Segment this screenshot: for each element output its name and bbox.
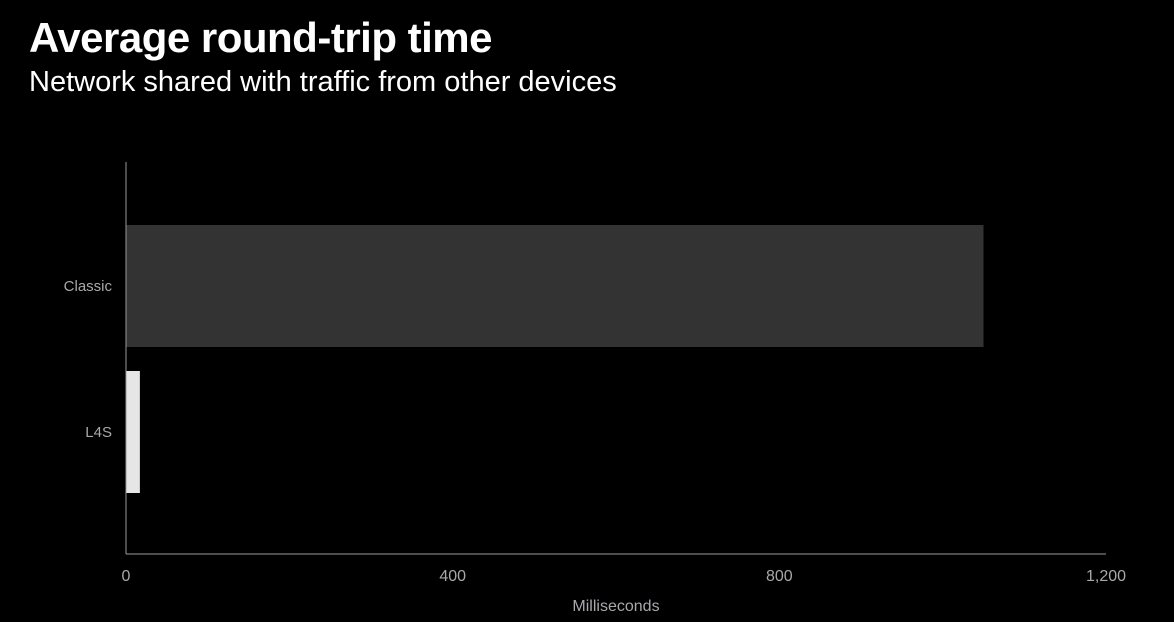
x-tick-label: 0 — [122, 568, 131, 585]
bar-l4s — [126, 371, 140, 493]
bar-classic — [126, 225, 984, 347]
chart-title: Average round-trip time — [29, 14, 493, 61]
x-tick-label: 800 — [766, 568, 793, 585]
x-axis-title: Milliseconds — [572, 598, 659, 615]
x-tick-label: 400 — [439, 568, 466, 585]
category-label-l4s: L4S — [85, 424, 112, 441]
category-label-classic: Classic — [64, 278, 113, 295]
chart-subtitle: Network shared with traffic from other d… — [29, 66, 617, 98]
x-tick-label: 1,200 — [1086, 568, 1126, 585]
